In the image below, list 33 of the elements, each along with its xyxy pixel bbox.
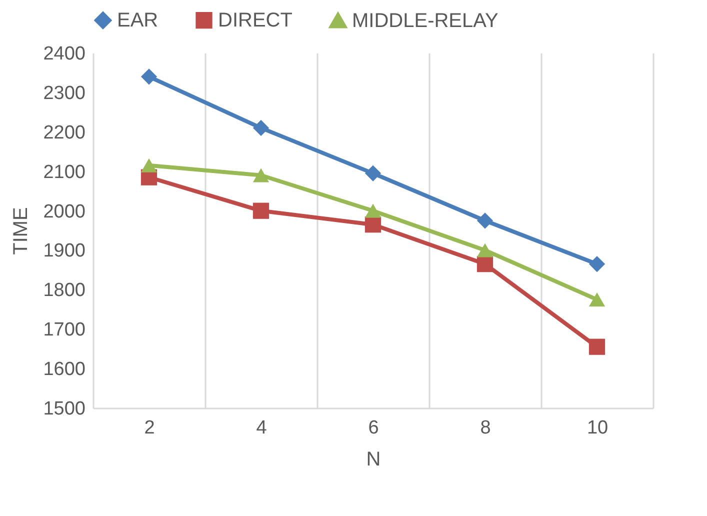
y-tick-label: 2100 <box>43 162 86 183</box>
y-tick-label: 2300 <box>43 82 86 104</box>
y-tick-label: 1800 <box>43 280 86 302</box>
legend-label: EAR <box>117 9 158 32</box>
y-tick-label: 2400 <box>43 44 86 64</box>
legend-label: MIDDLE-RELAY <box>352 10 498 32</box>
legend-label: DIRECT <box>218 9 292 32</box>
point <box>588 256 606 272</box>
y-tick-label: 2000 <box>43 201 86 222</box>
point <box>364 204 382 218</box>
x-tick-label: 4 <box>256 418 268 438</box>
point <box>476 212 494 229</box>
point <box>476 256 494 272</box>
point <box>252 202 270 219</box>
point <box>588 338 606 355</box>
y-tick-label: 1700 <box>43 320 86 341</box>
y-tick-label: 1900 <box>43 240 86 262</box>
point <box>364 165 382 182</box>
x-tick-label: 10 <box>586 418 608 438</box>
x-tick-label: 8 <box>480 418 491 438</box>
y-tick-label: 1600 <box>43 359 86 380</box>
y-tick-label: 1500 <box>43 398 86 420</box>
x-tick-label: 2 <box>144 418 155 438</box>
x-tick-label: 6 <box>368 418 379 438</box>
point <box>140 68 158 85</box>
point <box>476 243 494 258</box>
point <box>252 120 270 136</box>
point <box>252 168 270 182</box>
y-axis-title: TIME <box>10 207 32 255</box>
point <box>140 158 158 172</box>
point <box>588 292 606 307</box>
y-tick-label: 2200 <box>43 122 86 144</box>
x-axis-title: N <box>366 448 381 470</box>
